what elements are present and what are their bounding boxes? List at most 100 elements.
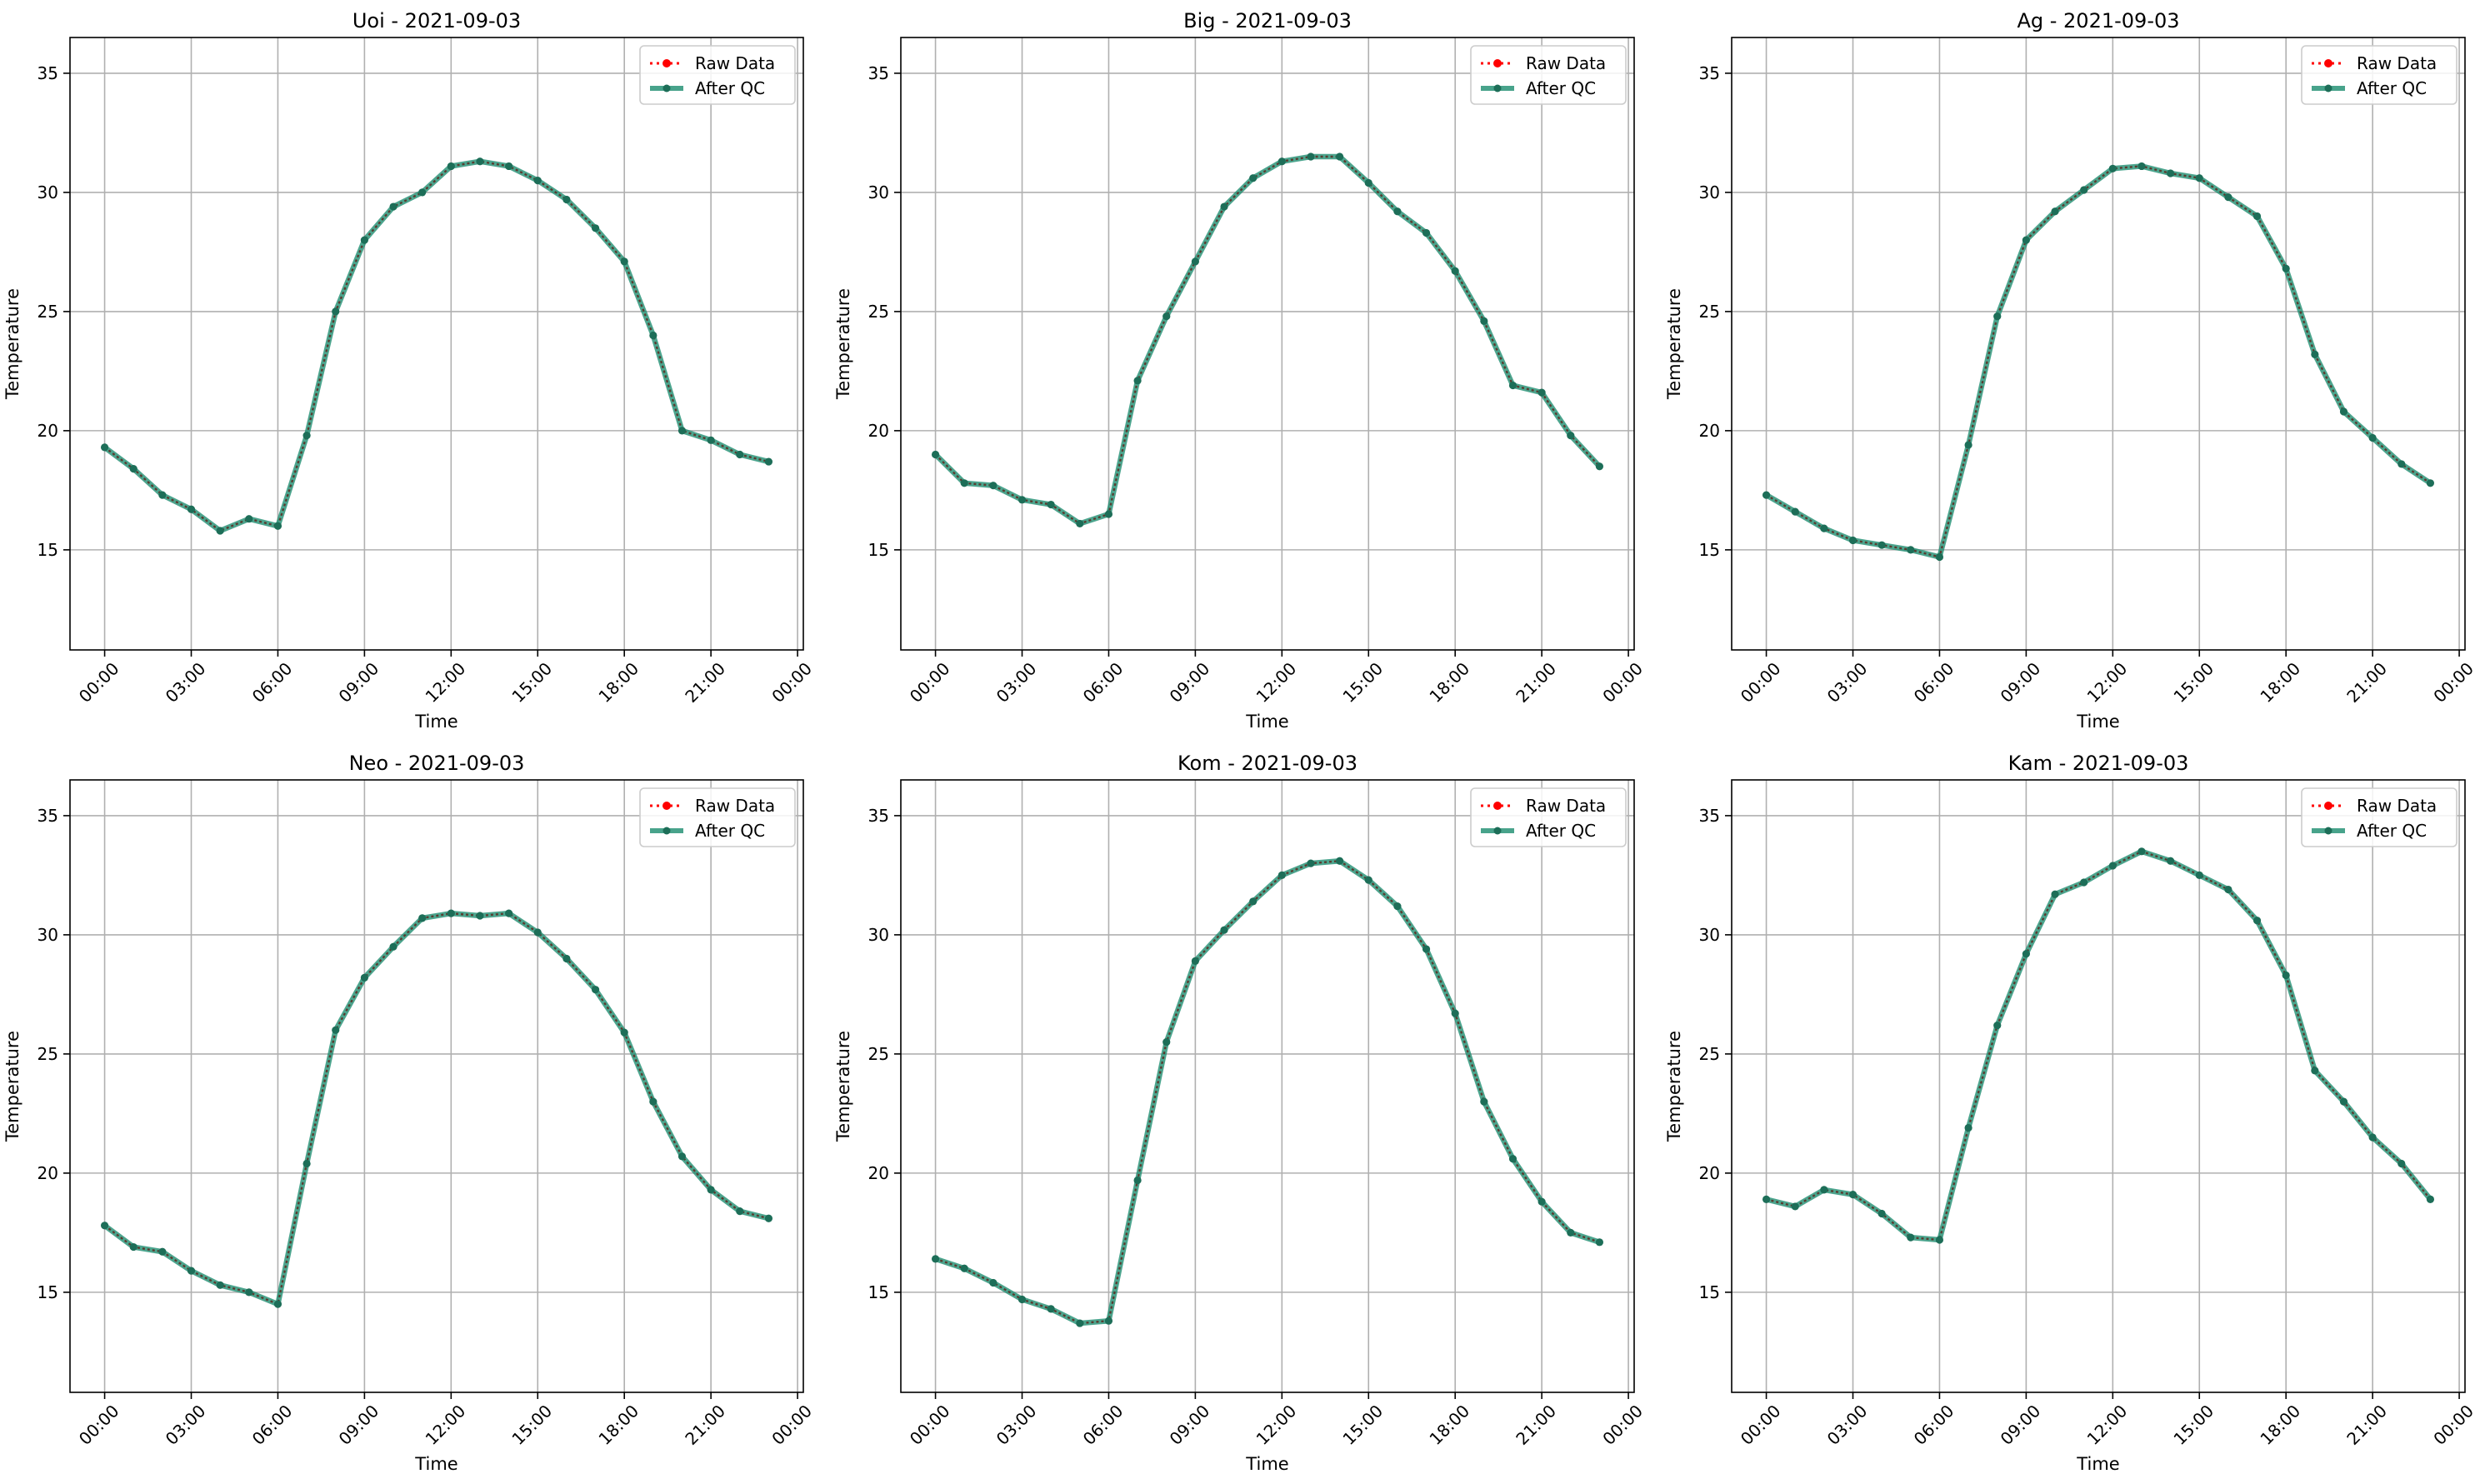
data-point-after-qc — [1907, 546, 1915, 554]
data-point-after-qc — [1104, 510, 1113, 518]
data-point-after-qc — [989, 1278, 998, 1287]
legend-marker-after-qc — [662, 827, 671, 835]
data-point-after-qc — [389, 942, 398, 951]
data-point-after-qc — [302, 432, 311, 440]
data-point-after-qc — [2252, 212, 2262, 221]
y-tick-label: 35 — [1699, 63, 1720, 83]
data-point-after-qc — [649, 1097, 658, 1106]
data-point-after-qc — [2339, 407, 2348, 416]
data-point-after-qc — [216, 1281, 224, 1289]
data-point-after-qc — [332, 307, 340, 316]
legend-label-after-qc: After QC — [2357, 821, 2427, 841]
x-tick-label: 09:00 — [1997, 658, 2045, 707]
legend-marker-raw-data — [1493, 59, 1502, 67]
axes-frame — [69, 779, 804, 1393]
data-point-after-qc — [1480, 317, 1488, 325]
x-tick-label: 06:00 — [1079, 658, 1128, 707]
x-tick-label: 00:00 — [75, 1401, 123, 1449]
data-point-after-qc — [591, 224, 600, 232]
data-point-after-qc — [1451, 1009, 1459, 1017]
data-point-after-qc — [1791, 507, 1799, 516]
x-tick-label: 09:00 — [1997, 1401, 2045, 1449]
legend-label-raw-data: Raw Data — [1526, 53, 1606, 73]
legend-marker-after-qc — [1493, 827, 1502, 835]
x-axis-label: Time — [2076, 712, 2119, 732]
x-tick-label: 00:00 — [768, 1401, 816, 1449]
grid — [901, 780, 1634, 1392]
data-point-after-qc — [1935, 552, 1944, 562]
x-tick-label: 00:00 — [2429, 1401, 2478, 1449]
data-point-after-qc — [736, 1207, 744, 1216]
axes-frame — [900, 37, 1635, 651]
data-point-after-qc — [1878, 1209, 1886, 1218]
y-tick-label: 25 — [868, 302, 889, 322]
data-point-after-qc — [1191, 257, 1199, 266]
data-point-after-qc — [1762, 1195, 1771, 1203]
data-point-after-qc — [960, 1264, 968, 1272]
data-point-after-qc — [158, 491, 167, 499]
x-tick-label: 00:00 — [768, 658, 816, 707]
grid — [1732, 37, 2465, 650]
x-axis-label: Time — [414, 1454, 458, 1474]
data-point-after-qc — [2138, 162, 2146, 171]
data-point-after-qc — [2051, 890, 2059, 898]
data-point-after-qc — [1018, 496, 1027, 504]
data-point-after-qc — [418, 914, 427, 922]
y-tick-label: 20 — [1699, 1163, 1720, 1183]
legend-marker-after-qc — [1493, 84, 1502, 92]
y-tick-label: 25 — [1699, 302, 1720, 322]
data-point-after-qc — [100, 1222, 109, 1230]
series-line-raw-data — [103, 912, 769, 1306]
y-tick-label: 25 — [868, 1044, 889, 1064]
subplot-4: Neo - 2021-09-03 00:00 03:00 06:00 09:00 12:0… — [2, 752, 816, 1474]
data-point-after-qc — [1422, 945, 1431, 953]
data-point-after-qc — [989, 482, 998, 490]
data-point-after-qc — [764, 457, 773, 466]
data-point-after-qc — [187, 1267, 196, 1275]
data-point-after-qc — [1878, 541, 1886, 549]
data-point-after-qc — [1047, 500, 1055, 509]
data-point-after-qc — [1907, 1233, 1915, 1242]
data-point-after-qc — [1848, 536, 1858, 545]
data-point-after-qc — [273, 1300, 282, 1308]
legend-marker-raw-data — [662, 802, 671, 810]
y-tick-label: 30 — [1699, 925, 1720, 945]
series-line-raw-data — [1766, 850, 2432, 1242]
data-point-after-qc — [1278, 157, 1286, 166]
x-tick-label: 18:00 — [1425, 658, 1473, 707]
y-tick-label: 15 — [38, 540, 58, 560]
data-point-after-qc — [678, 1152, 687, 1161]
data-point-after-qc — [620, 1028, 628, 1037]
data-point-after-qc — [1567, 432, 1575, 440]
legend-marker-after-qc — [662, 84, 671, 92]
data-point-after-qc — [764, 1214, 773, 1222]
data-point-after-qc — [1133, 377, 1142, 385]
y-tick-label: 15 — [868, 1282, 889, 1302]
data-point-after-qc — [2051, 207, 2059, 216]
x-axis-label: Time — [1245, 712, 1288, 732]
series-line-raw-data — [935, 860, 1600, 1325]
data-point-after-qc — [736, 450, 744, 459]
data-point-after-qc — [2426, 479, 2435, 487]
legend-label-raw-data: Raw Data — [2357, 53, 2437, 73]
x-tick-label: 09:00 — [1166, 1401, 1214, 1449]
legend: Raw Data After QC — [1470, 787, 1627, 847]
x-tick-label: 06:00 — [1910, 1401, 1958, 1449]
data-point-after-qc — [2252, 917, 2262, 925]
y-tick-label: 15 — [1699, 540, 1720, 560]
data-point-after-qc — [447, 909, 455, 917]
x-tick-label: 12:00 — [2083, 1401, 2132, 1449]
data-point-after-qc — [1393, 902, 1402, 911]
x-axis-label: Time — [414, 712, 458, 732]
x-tick-label: 06:00 — [248, 1401, 297, 1449]
data-point-after-qc — [1336, 152, 1344, 161]
data-point-after-qc — [216, 527, 224, 535]
data-point-after-qc — [1249, 174, 1258, 182]
data-point-after-qc — [1451, 267, 1459, 275]
data-point-after-qc — [707, 436, 715, 444]
data-point-after-qc — [1133, 1176, 1142, 1185]
data-point-after-qc — [1993, 312, 2002, 321]
legend-label-after-qc: After QC — [1526, 821, 1596, 841]
data-point-after-qc — [2108, 862, 2117, 870]
y-tick-label: 15 — [38, 1282, 58, 1302]
